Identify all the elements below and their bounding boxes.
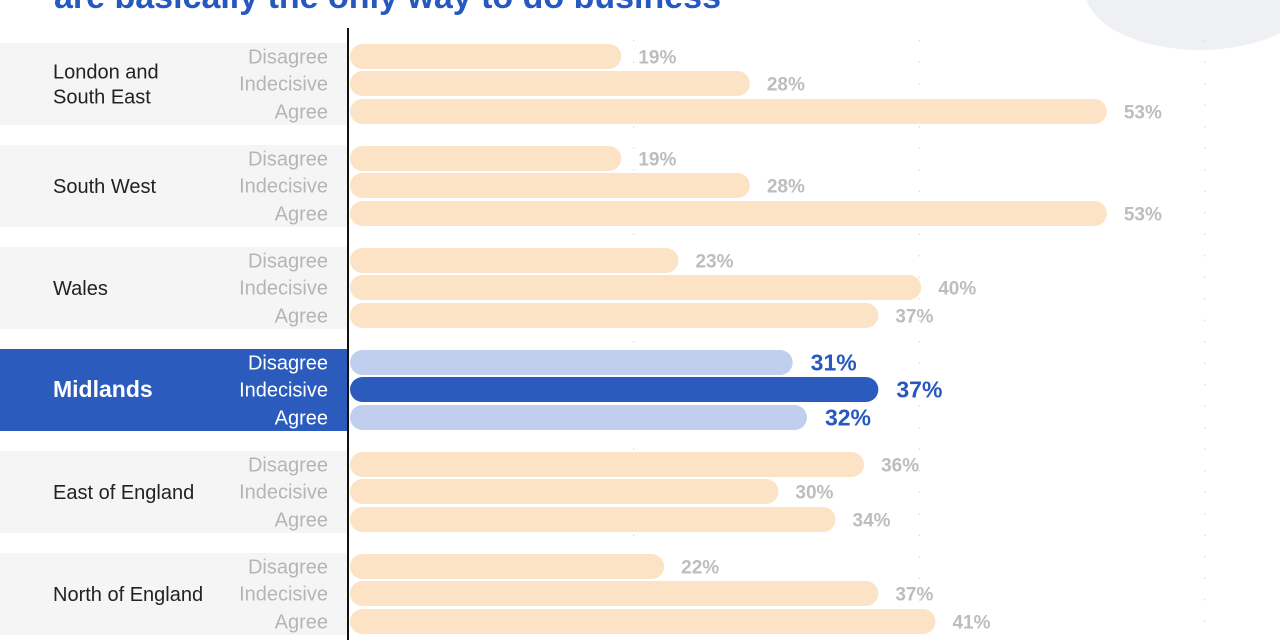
bar-east-of-england-agree <box>350 507 836 532</box>
bar-london-and-south-east-disagree <box>350 44 622 69</box>
region-label-london-and-south-east: London and South East <box>53 62 159 109</box>
category-label-london-and-south-east-indecisive: Indecisive <box>239 74 328 96</box>
category-label-london-and-south-east-agree: Agree <box>275 102 328 124</box>
category-label-wales-indecisive: Indecisive <box>239 278 328 300</box>
region-panel-south-west <box>0 145 348 227</box>
bar-east-of-england-disagree <box>350 452 865 477</box>
region-panel-london-and-south-east <box>0 43 348 125</box>
value-label-south-west-agree: 53% <box>1124 205 1162 226</box>
value-label-wales-agree: 37% <box>895 307 933 328</box>
bar-east-of-england-indecisive <box>350 479 779 504</box>
category-label-wales-agree: Agree <box>275 306 328 328</box>
bar-midlands-indecisive <box>350 377 879 402</box>
category-label-east-of-england-disagree: Disagree <box>248 455 328 477</box>
category-label-south-west-disagree: Disagree <box>248 149 328 171</box>
value-label-london-and-south-east-disagree: 19% <box>638 48 676 69</box>
category-label-london-and-south-east-disagree: Disagree <box>248 47 328 69</box>
value-label-east-of-england-disagree: 36% <box>881 456 919 477</box>
region-label-east-of-england: East of England <box>53 482 194 504</box>
value-label-london-and-south-east-agree: 53% <box>1124 103 1162 124</box>
category-label-south-west-agree: Agree <box>275 204 328 226</box>
bar-london-and-south-east-agree <box>350 99 1107 124</box>
bar-wales-indecisive <box>350 275 922 300</box>
bar-midlands-disagree <box>350 350 793 375</box>
value-label-south-west-indecisive: 28% <box>767 177 805 198</box>
bar-south-west-disagree <box>350 146 622 171</box>
category-label-north-of-england-agree: Agree <box>275 612 328 634</box>
region-panel-east-of-england <box>0 451 348 533</box>
region-label-south-west: South West <box>53 176 156 198</box>
bar-south-west-indecisive <box>350 173 750 198</box>
bar-north-of-england-agree <box>350 609 936 634</box>
chart-title: are basically the only way to do busines… <box>54 0 721 17</box>
value-label-midlands-indecisive: 37% <box>896 377 942 403</box>
value-label-north-of-england-indecisive: 37% <box>895 585 933 606</box>
value-label-south-west-disagree: 19% <box>638 150 676 171</box>
bar-north-of-england-indecisive <box>350 581 879 606</box>
value-label-north-of-england-agree: 41% <box>952 613 990 634</box>
category-label-midlands-indecisive: Indecisive <box>239 380 328 402</box>
category-label-east-of-england-indecisive: Indecisive <box>239 482 328 504</box>
region-label-wales: Wales <box>53 278 108 300</box>
region-panel-wales <box>0 247 348 329</box>
bar-north-of-england-disagree <box>350 554 665 579</box>
bar-wales-agree <box>350 303 879 328</box>
category-label-south-west-indecisive: Indecisive <box>239 176 328 198</box>
category-label-midlands-agree: Agree <box>275 408 328 430</box>
region-panel-north-of-england <box>0 553 348 635</box>
bar-london-and-south-east-indecisive <box>350 71 750 96</box>
value-label-london-and-south-east-indecisive: 28% <box>767 75 805 96</box>
value-label-midlands-disagree: 31% <box>811 350 857 376</box>
value-label-east-of-england-indecisive: 30% <box>795 483 833 504</box>
value-label-east-of-england-agree: 34% <box>853 511 891 532</box>
value-label-north-of-england-disagree: 22% <box>681 558 719 579</box>
category-label-north-of-england-indecisive: Indecisive <box>239 584 328 606</box>
region-label-midlands: Midlands <box>53 376 153 402</box>
region-label-north-of-england: North of England <box>53 584 203 606</box>
value-label-wales-disagree: 23% <box>695 252 733 273</box>
region-panel-midlands <box>0 349 348 431</box>
category-label-north-of-england-disagree: Disagree <box>248 557 328 579</box>
value-label-wales-indecisive: 40% <box>938 279 976 300</box>
value-label-midlands-agree: 32% <box>825 405 871 431</box>
category-label-midlands-disagree: Disagree <box>248 353 328 375</box>
bar-south-west-agree <box>350 201 1107 226</box>
bar-midlands-agree <box>350 405 807 430</box>
category-label-east-of-england-agree: Agree <box>275 510 328 532</box>
bar-wales-disagree <box>350 248 679 273</box>
category-label-wales-disagree: Disagree <box>248 251 328 273</box>
